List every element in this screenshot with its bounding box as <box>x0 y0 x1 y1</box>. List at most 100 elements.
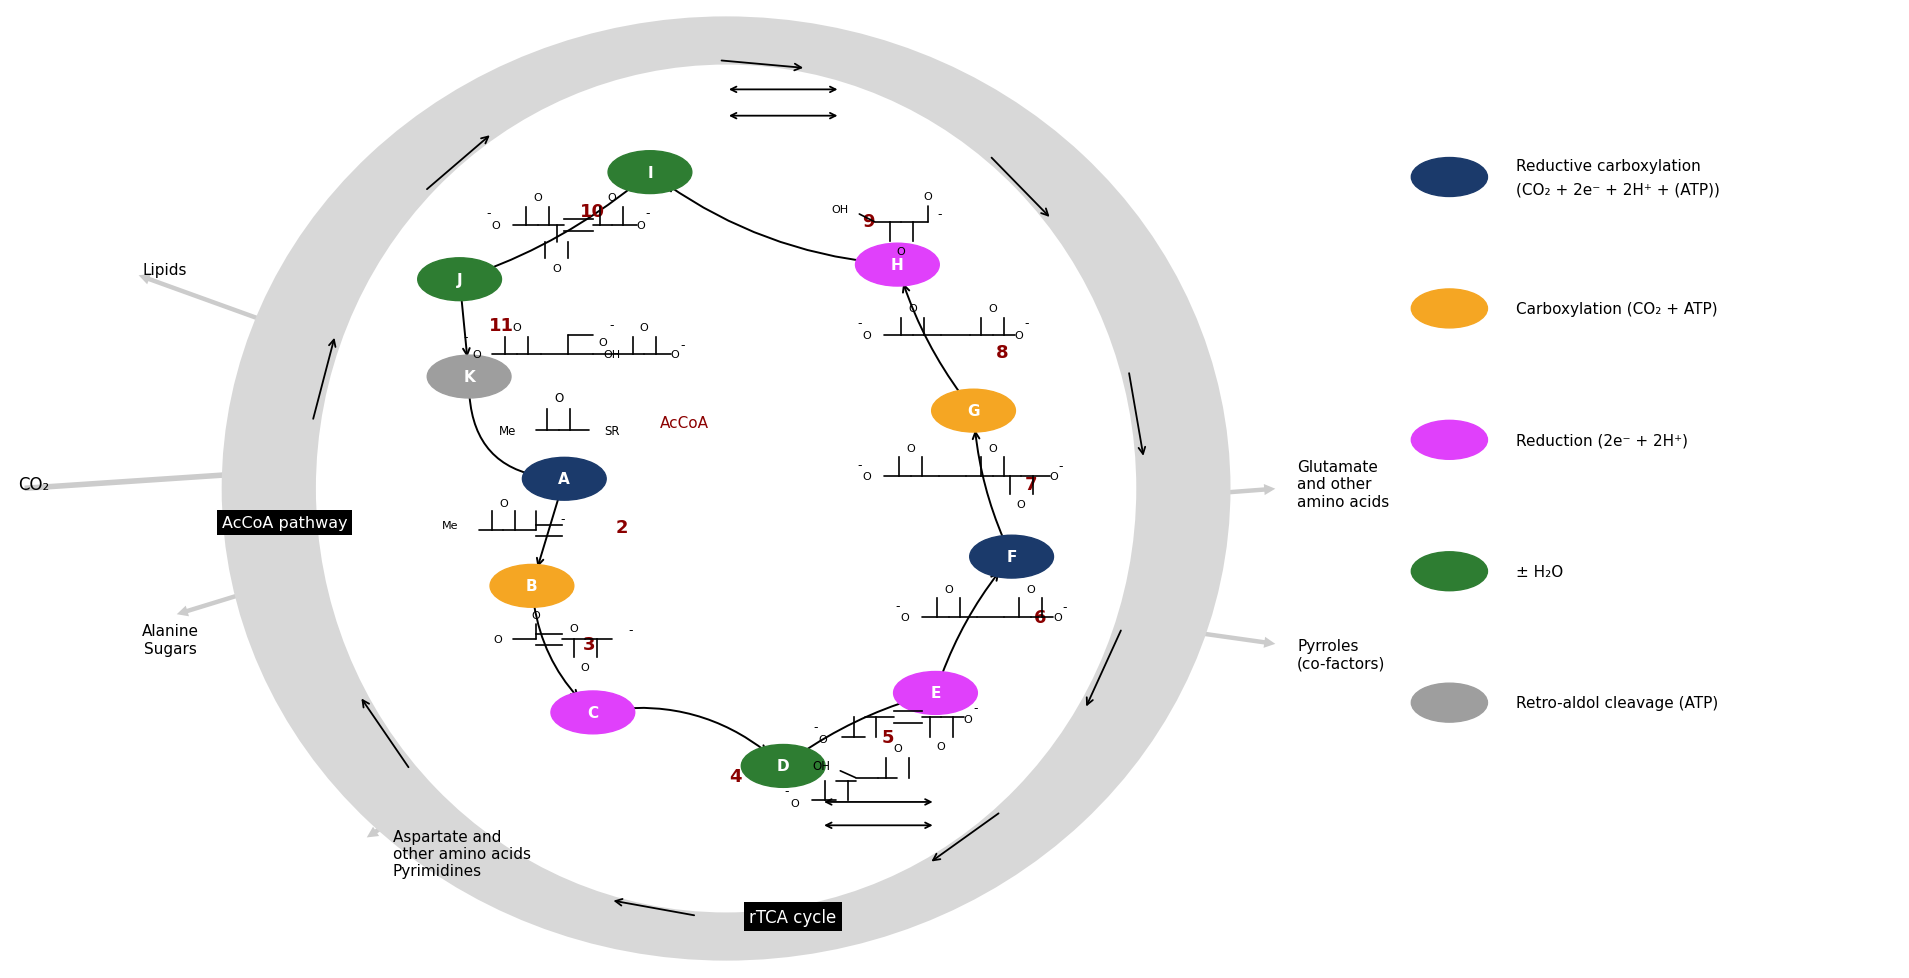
Text: AcCoA pathway: AcCoA pathway <box>221 515 347 530</box>
Text: I: I <box>647 165 653 181</box>
Text: O: O <box>569 623 578 633</box>
Text: -: - <box>609 319 615 333</box>
Text: -: - <box>628 624 634 637</box>
Text: -: - <box>937 208 941 221</box>
Text: O: O <box>491 220 500 231</box>
Text: O: O <box>531 610 540 620</box>
Text: O: O <box>1027 584 1035 595</box>
Text: O: O <box>863 331 871 340</box>
Text: ± H₂O: ± H₂O <box>1516 564 1563 579</box>
Circle shape <box>893 672 977 715</box>
Text: -: - <box>464 331 468 344</box>
Text: O: O <box>901 612 909 622</box>
Text: -: - <box>559 512 565 525</box>
Text: J: J <box>456 273 462 288</box>
Text: O: O <box>893 743 901 754</box>
Text: Me: Me <box>498 424 515 437</box>
Circle shape <box>428 356 512 399</box>
Text: -: - <box>487 207 491 220</box>
Text: 7: 7 <box>1025 475 1037 493</box>
Text: 6: 6 <box>1035 608 1046 626</box>
Text: CO₂: CO₂ <box>17 475 50 493</box>
Text: OH: OH <box>811 760 830 773</box>
Text: O: O <box>1050 471 1058 481</box>
Text: 8: 8 <box>996 344 1008 362</box>
Text: O: O <box>1054 612 1061 622</box>
Text: SR: SR <box>603 424 620 437</box>
Text: O: O <box>819 734 827 744</box>
Text: O: O <box>512 323 521 333</box>
Text: O: O <box>598 338 607 348</box>
Text: O: O <box>493 635 502 645</box>
Text: A: A <box>559 471 571 487</box>
Text: Retro-aldol cleavage (ATP): Retro-aldol cleavage (ATP) <box>1516 695 1718 710</box>
Circle shape <box>1411 158 1487 198</box>
Text: OH: OH <box>832 205 850 215</box>
Text: Reduction (2e⁻ + 2H⁺): Reduction (2e⁻ + 2H⁺) <box>1516 433 1688 448</box>
Circle shape <box>491 565 575 607</box>
Circle shape <box>855 244 939 287</box>
Text: O: O <box>636 220 645 231</box>
Text: Pyrroles
(co-factors): Pyrroles (co-factors) <box>1296 638 1386 671</box>
Circle shape <box>523 458 607 501</box>
Text: AcCoA: AcCoA <box>659 416 708 430</box>
Text: -: - <box>1063 600 1067 613</box>
Circle shape <box>970 536 1054 578</box>
Circle shape <box>609 152 691 195</box>
Text: Me: Me <box>441 520 458 530</box>
Text: K: K <box>464 370 475 384</box>
Text: 4: 4 <box>729 767 743 785</box>
Text: Carboxylation (CO₂ + ATP): Carboxylation (CO₂ + ATP) <box>1516 301 1718 317</box>
Text: F: F <box>1006 550 1017 564</box>
Text: 5: 5 <box>882 728 893 746</box>
Text: C: C <box>588 705 598 720</box>
Circle shape <box>418 258 502 301</box>
Text: O: O <box>945 584 953 595</box>
Text: Reductive carboxylation: Reductive carboxylation <box>1516 158 1701 174</box>
Ellipse shape <box>315 66 1136 912</box>
Circle shape <box>552 691 634 734</box>
Circle shape <box>1411 421 1487 460</box>
Text: O: O <box>552 263 561 273</box>
Text: O: O <box>907 443 914 453</box>
Text: B: B <box>527 579 538 594</box>
Text: -: - <box>857 459 861 471</box>
Text: 2: 2 <box>615 519 628 537</box>
Text: OH: OH <box>603 350 620 360</box>
Text: -: - <box>645 207 651 220</box>
Circle shape <box>1411 289 1487 329</box>
Text: -: - <box>785 784 788 797</box>
Text: -: - <box>974 701 977 714</box>
Circle shape <box>932 390 1016 432</box>
Text: O: O <box>989 443 996 453</box>
Text: O: O <box>472 350 481 360</box>
Text: 9: 9 <box>863 212 874 231</box>
Text: (CO₂ + 2e⁻ + 2H⁺ + (ATP)): (CO₂ + 2e⁻ + 2H⁺ + (ATP)) <box>1516 182 1720 197</box>
Text: 11: 11 <box>489 317 514 334</box>
Text: Lipids: Lipids <box>143 263 187 278</box>
Text: O: O <box>580 662 590 672</box>
Text: -: - <box>1025 317 1029 331</box>
Circle shape <box>1411 684 1487 723</box>
Text: rTCA cycle: rTCA cycle <box>748 908 836 926</box>
Text: -: - <box>813 721 817 734</box>
Text: Aspartate and
other amino acids
Pyrimidines: Aspartate and other amino acids Pyrimidi… <box>393 828 531 878</box>
Text: O: O <box>790 798 800 808</box>
Text: O: O <box>964 715 972 725</box>
Text: O: O <box>1017 500 1025 510</box>
Text: O: O <box>607 194 617 203</box>
Text: -: - <box>1059 459 1063 472</box>
Text: E: E <box>930 686 941 700</box>
Text: O: O <box>533 194 542 203</box>
Text: O: O <box>640 323 649 333</box>
Text: O: O <box>924 193 932 202</box>
Text: O: O <box>989 304 996 314</box>
Text: O: O <box>1016 331 1023 340</box>
Text: 10: 10 <box>580 202 605 221</box>
Text: O: O <box>937 741 945 752</box>
Text: 3: 3 <box>582 636 596 653</box>
Text: H: H <box>892 258 903 273</box>
Text: O: O <box>670 350 680 360</box>
Text: D: D <box>777 759 790 774</box>
Text: O: O <box>554 392 563 405</box>
